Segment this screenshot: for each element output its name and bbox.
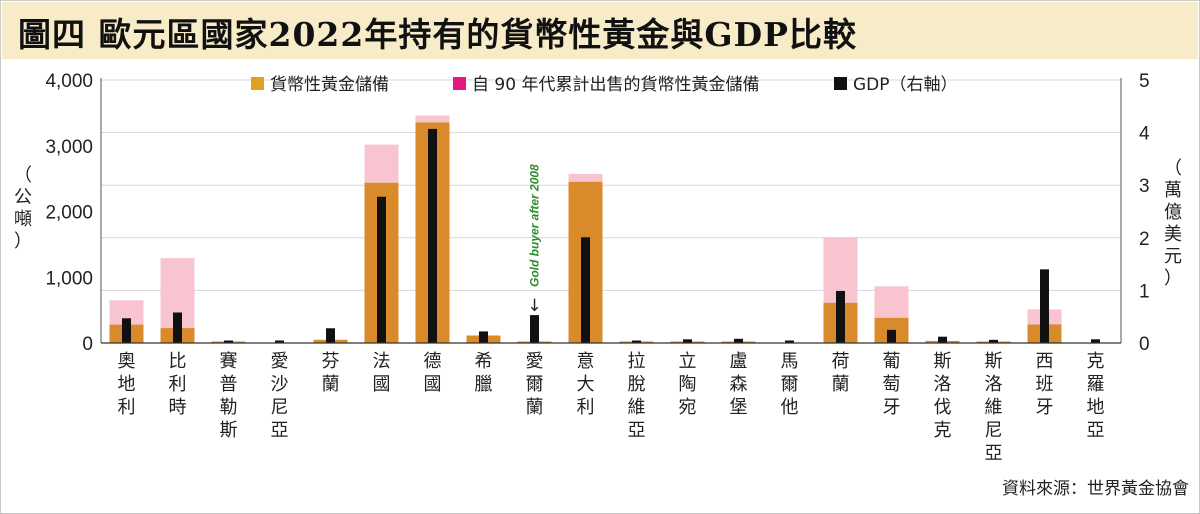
sold-gold-bar bbox=[568, 173, 603, 182]
gdp-bar bbox=[1040, 269, 1049, 343]
annotation-arrow: ↓ bbox=[527, 296, 541, 316]
bars bbox=[109, 115, 1100, 343]
category-label: 法國 bbox=[373, 351, 391, 395]
category-label: 克羅地亞 bbox=[1087, 351, 1105, 441]
gdp-bar bbox=[836, 290, 845, 343]
legend-swatch bbox=[834, 77, 847, 90]
legend-label: 自 90 年代累計出售的貨幣性黃金儲備 bbox=[472, 75, 759, 95]
y-tick-label: 0 bbox=[82, 334, 93, 355]
legend-swatch bbox=[453, 77, 466, 90]
category-label: 愛爾蘭 bbox=[526, 351, 544, 418]
gdp-bar bbox=[938, 336, 947, 343]
gdp-bar bbox=[530, 315, 539, 343]
y-tick-label: 3,000 bbox=[45, 137, 93, 158]
y2-tick-label: 0 bbox=[1139, 334, 1150, 355]
sold-gold-bar bbox=[874, 286, 909, 318]
gridlines bbox=[101, 79, 1121, 344]
y2-tick-label: 2 bbox=[1139, 229, 1150, 250]
gdp-bar bbox=[887, 329, 896, 343]
gdp-bar bbox=[224, 340, 233, 343]
gdp-bar bbox=[581, 237, 590, 343]
y-tick-label: 2,000 bbox=[45, 203, 93, 224]
gdp-bar bbox=[683, 339, 692, 343]
legend: 貨幣性黃金儲備 自 90 年代累計出售的貨幣性黃金儲備 GDP（右軸） bbox=[251, 75, 958, 95]
sold-gold-bar bbox=[364, 144, 399, 183]
gdp-bar bbox=[173, 312, 182, 343]
annotation-text: Gold buyer after 2008 bbox=[528, 164, 542, 287]
category-label: 希臘 bbox=[475, 351, 493, 395]
y2-tick-label: 3 bbox=[1139, 176, 1150, 197]
left-axis-ticks: 0 1,000 2,000 3,000 4,000 bbox=[45, 71, 93, 355]
gdp-bar bbox=[428, 128, 437, 343]
figure-title: 圖四 歐元區國家2022年持有的貨幣性黃金與GDP比較 bbox=[18, 15, 857, 54]
category-label: 馬爾他 bbox=[781, 351, 799, 418]
annotation: Gold buyer after 2008 ↓ bbox=[527, 164, 541, 316]
category-label: 拉脫維亞 bbox=[628, 351, 646, 441]
category-label: 德國 bbox=[424, 351, 442, 395]
right-axis-ticks: 0 1 2 3 4 5 bbox=[1139, 71, 1150, 355]
category-label: 斯洛伐克 bbox=[934, 351, 952, 441]
category-label: 斯洛維尼亞 bbox=[985, 351, 1003, 464]
gdp-bar bbox=[734, 338, 743, 343]
legend-label: GDP（右軸） bbox=[853, 75, 958, 95]
category-label: 賽普勒斯 bbox=[220, 350, 238, 441]
gdp-bar bbox=[326, 328, 335, 343]
category-label: 比利時 bbox=[169, 351, 187, 418]
sold-gold-bar bbox=[415, 115, 450, 123]
gdp-bar bbox=[989, 339, 998, 343]
y-axis-title: （公噸） bbox=[14, 165, 32, 252]
category-label: 奧地利 bbox=[118, 351, 136, 418]
gdp-bar bbox=[479, 331, 488, 343]
y-tick-label: 4,000 bbox=[45, 71, 93, 92]
y2-tick-label: 4 bbox=[1139, 124, 1150, 145]
legend-swatch bbox=[251, 77, 264, 90]
title-bar: 圖四 歐元區國家2022年持有的貨幣性黃金與GDP比較 bbox=[2, 2, 1198, 59]
category-label: 葡萄牙 bbox=[883, 351, 901, 418]
gdp-bar bbox=[377, 196, 386, 343]
legend-label: 貨幣性黃金儲備 bbox=[270, 75, 389, 95]
category-label: 意大利 bbox=[577, 351, 595, 418]
category-label: 愛沙尼亞 bbox=[271, 351, 289, 441]
source-note: 資料來源：世界黃金協會 bbox=[1002, 479, 1189, 499]
category-label: 盧森堡 bbox=[730, 351, 748, 418]
y2-tick-label: 1 bbox=[1139, 281, 1150, 302]
axes bbox=[100, 78, 1122, 344]
category-label: 荷蘭 bbox=[832, 351, 850, 395]
gdp-bar bbox=[1091, 339, 1100, 343]
category-label: 芬蘭 bbox=[322, 351, 340, 395]
gdp-bar bbox=[122, 318, 131, 343]
category-label: 西班牙 bbox=[1036, 351, 1054, 418]
y2-axis-title: （萬億美元） bbox=[1164, 158, 1182, 289]
gdp-bar bbox=[785, 340, 794, 343]
gdp-bar bbox=[632, 340, 641, 343]
axis-titles: （公噸） （萬億美元） bbox=[14, 158, 1182, 289]
y-tick-label: 1,000 bbox=[45, 268, 93, 289]
gdp-bar bbox=[275, 340, 284, 343]
category-label: 立陶宛 bbox=[679, 351, 697, 418]
y2-tick-label: 5 bbox=[1139, 71, 1150, 92]
